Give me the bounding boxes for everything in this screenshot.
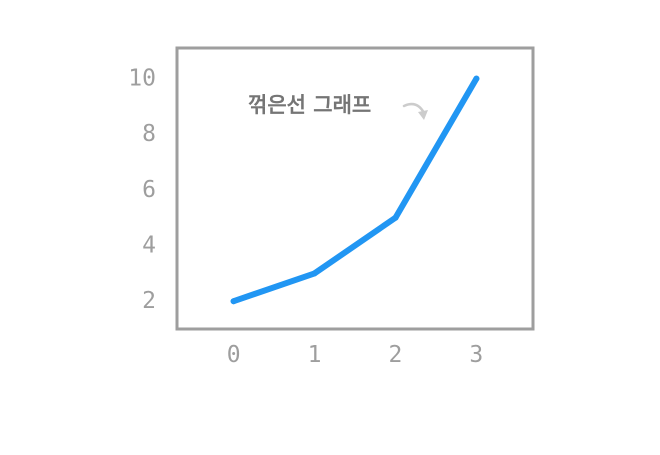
plot-frame bbox=[175, 46, 535, 331]
annotation-arrowhead bbox=[418, 110, 428, 120]
x-tick-label: 3 bbox=[469, 342, 483, 368]
data-point bbox=[230, 298, 237, 305]
y-tick-label: 6 bbox=[142, 177, 156, 203]
x-tick-label: 0 bbox=[227, 342, 241, 368]
series-line bbox=[230, 75, 480, 305]
data-point bbox=[473, 75, 480, 82]
x-tick-label: 1 bbox=[308, 342, 322, 368]
y-tick-label: 2 bbox=[142, 288, 156, 314]
data-points bbox=[230, 75, 480, 305]
annotation-label: 꺾은선 그래프 bbox=[248, 93, 371, 117]
y-tick-label: 4 bbox=[142, 233, 156, 259]
y-tick-label: 10 bbox=[128, 66, 156, 92]
x-tick-label: 2 bbox=[389, 342, 403, 368]
annotation-arrow bbox=[402, 102, 426, 115]
y-tick-label: 8 bbox=[142, 121, 156, 147]
x-axis-ticks: 0 1 2 3 bbox=[227, 342, 484, 368]
y-axis-ticks: 2 4 6 8 10 bbox=[128, 66, 156, 315]
data-point bbox=[392, 214, 399, 221]
data-point bbox=[311, 270, 318, 277]
